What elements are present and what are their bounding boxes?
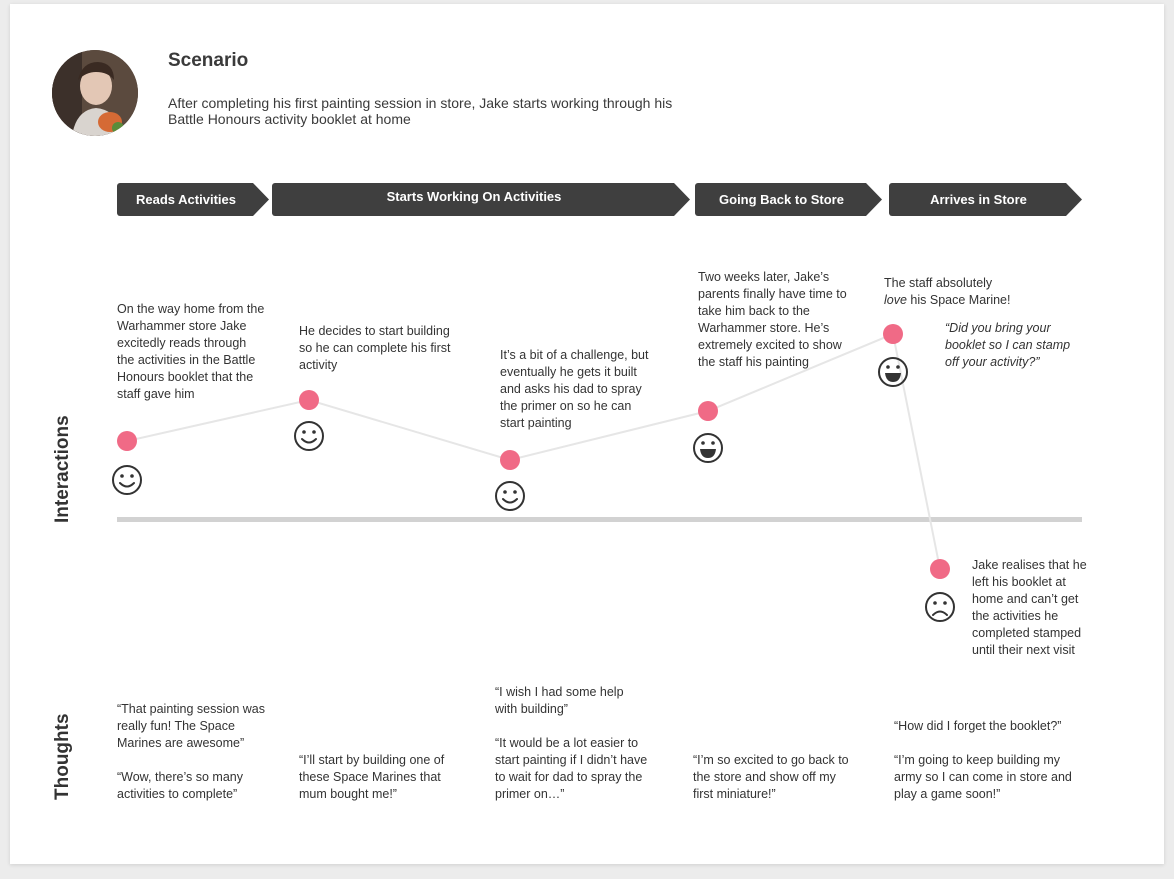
journey-point bbox=[117, 431, 137, 451]
persona-avatar bbox=[52, 50, 138, 136]
happy-face-icon bbox=[112, 465, 142, 495]
journey-point bbox=[299, 390, 319, 410]
interaction-note-5-emphasis: love bbox=[884, 293, 907, 307]
thought-5: “How did I forget the booklet?” “I’m goi… bbox=[894, 718, 1089, 803]
stage-starts-working: Starts Working On Activities bbox=[272, 183, 690, 216]
happy-face-icon bbox=[495, 481, 525, 511]
interaction-note-2: He decides to start building so he can c… bbox=[299, 324, 451, 372]
thought-3: “I wish I had some help with building” “… bbox=[495, 684, 660, 803]
journey-point bbox=[930, 559, 950, 579]
journey-point bbox=[883, 324, 903, 344]
baseline-axis bbox=[117, 517, 1082, 522]
stage-reads-activities: Reads Activities bbox=[117, 183, 269, 216]
happy-face-icon bbox=[294, 421, 324, 451]
interaction-note-6: Jake realises that he left his booklet a… bbox=[972, 558, 1087, 657]
thought-line: “It would be a lot easier to start paint… bbox=[495, 736, 648, 801]
journey-point bbox=[500, 450, 520, 470]
thought-line: “How did I forget the booklet?” bbox=[894, 719, 1062, 733]
thought-line: “I’m so excited to go back to the store … bbox=[693, 753, 849, 801]
interaction-note-5: The staff absolutely love his Space Mari… bbox=[884, 275, 1034, 309]
thought-2: “I’ll start by building one of these Spa… bbox=[299, 752, 459, 803]
scenario-description: After completing his first painting sess… bbox=[168, 95, 673, 127]
sad-face-icon bbox=[925, 592, 955, 622]
thought-line: “I’m going to keep building my army so I… bbox=[894, 753, 1072, 801]
interaction-note-4: Two weeks later, Jake’s parents finally … bbox=[698, 270, 847, 369]
interaction-note-5-b: his Space Marine! bbox=[910, 293, 1011, 307]
thought-4: “I’m so excited to go back to the store … bbox=[693, 752, 853, 803]
stage-label: Going Back to Store bbox=[719, 192, 844, 207]
stage-arrives-in-store: Arrives in Store bbox=[889, 183, 1082, 216]
stage-going-back: Going Back to Store bbox=[695, 183, 882, 216]
scenario-title: Scenario bbox=[168, 50, 249, 71]
very-happy-face-icon bbox=[878, 357, 908, 387]
staff-quote: “Did you bring your booklet so I can sta… bbox=[945, 321, 1071, 369]
persona-photo-icon bbox=[52, 50, 138, 136]
thought-line: “That painting session was really fun! T… bbox=[117, 702, 265, 750]
very-happy-face-icon bbox=[693, 433, 723, 463]
interaction-note-1: On the way home from the Warhammer store… bbox=[117, 302, 265, 401]
thought-line: “I’ll start by building one of these Spa… bbox=[299, 753, 445, 801]
stage-label: Reads Activities bbox=[136, 192, 236, 207]
thought-line: “Wow, there’s so many activities to comp… bbox=[117, 770, 243, 801]
journey-map-card bbox=[10, 4, 1164, 864]
stage-label: Starts Working On Activities bbox=[386, 189, 562, 204]
stage-label: Arrives in Store bbox=[930, 192, 1027, 207]
interaction-note-5-a: The staff absolutely bbox=[884, 276, 993, 290]
thought-1: “That painting session was really fun! T… bbox=[117, 701, 277, 803]
thought-line: “I wish I had some help with building” bbox=[495, 685, 624, 716]
journey-point bbox=[698, 401, 718, 421]
interaction-note-3: It’s a bit of a challenge, but eventuall… bbox=[500, 348, 649, 430]
